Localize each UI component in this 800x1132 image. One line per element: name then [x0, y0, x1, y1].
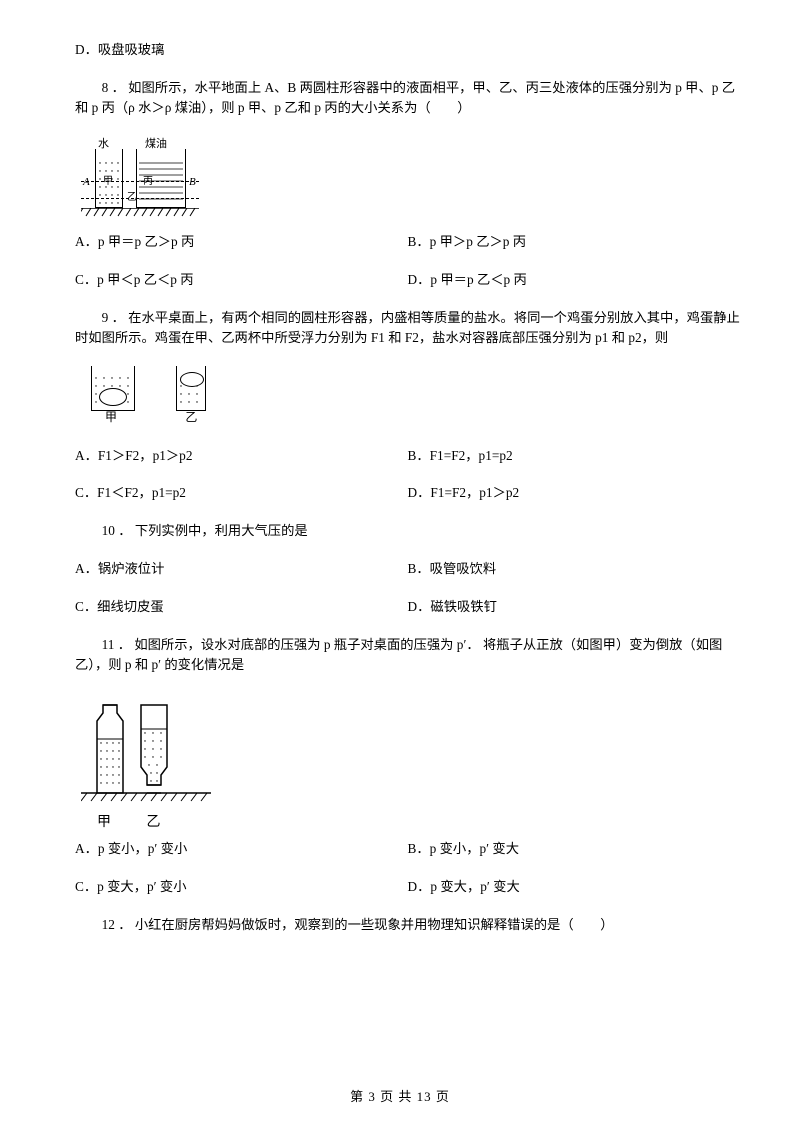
q11-bottles-svg	[81, 693, 211, 809]
q8-label-a: A	[83, 174, 90, 191]
q11-options-row2: C．p 变大，p′ 变小 D．p 变大，p′ 变大	[75, 877, 740, 897]
q7-option-d: D．吸盘吸玻璃	[75, 40, 740, 60]
q8-option-c: C．p 甲＜p 乙＜p 丙	[75, 270, 408, 290]
q8-ground-hatch	[81, 208, 199, 218]
q11-label-yi: 乙	[131, 812, 177, 833]
q9-cup1-label: 甲	[81, 408, 141, 426]
q9-egg1	[99, 388, 127, 406]
q10-options-row1: A．锅炉液位计 B．吸管吸饮料	[75, 559, 740, 579]
q8-dashline-top	[81, 181, 199, 182]
q9-options-row2: C．F1＜F2，p1=p2 D．F1=F2，p1＞p2	[75, 483, 740, 503]
q10-stem: 10 ． 下列实例中，利用大气压的是	[75, 521, 740, 541]
q10-options-row2: C．细线切皮蛋 D．磁铁吸铁钉	[75, 597, 740, 617]
q8-option-d: D．p 甲＝p 乙＜p 丙	[408, 270, 741, 290]
q9-option-d: D．F1=F2，p1＞p2	[408, 483, 741, 503]
q8-label-b: B	[189, 174, 196, 191]
q11-diagram: 甲 乙	[81, 693, 221, 833]
q9-cup-jia: 甲	[81, 366, 141, 426]
page-footer: 第 3 页 共 13 页	[0, 1087, 800, 1107]
q9-option-b: B．F1=F2，p1=p2	[408, 446, 741, 466]
q8-options-row1: A．p 甲＝p 乙＞p 丙 B．p 甲＞p 乙＞p 丙	[75, 232, 740, 252]
q8-option-b: B．p 甲＞p 乙＞p 丙	[408, 232, 741, 252]
exam-page: { "q7_optD": "D．吸盘吸玻璃", "q8": { "stem": …	[0, 0, 800, 1132]
q11-option-b: B．p 变小，p′ 变大	[408, 839, 741, 859]
q8-label-yi: 乙	[127, 190, 137, 205]
q11-option-a: A．p 变小，p′ 变小	[75, 839, 408, 859]
q9-stem: 9 ． 在水平桌面上，有两个相同的圆柱形容器，内盛相等质量的盐水。将同一个鸡蛋分…	[75, 308, 740, 348]
q9-option-a: A．F1＞F2，p1＞p2	[75, 446, 408, 466]
q10-option-a: A．锅炉液位计	[75, 559, 408, 579]
q10-option-b: B．吸管吸饮料	[408, 559, 741, 579]
q9-egg2	[180, 372, 204, 387]
q11-labels: 甲 乙	[81, 812, 221, 833]
q12-stem: 12 ． 小红在厨房帮妈妈做饭时，观察到的一些现象并用物理知识解释错误的是（ ）	[75, 915, 740, 935]
q11-label-jia: 甲	[81, 812, 127, 833]
q11-option-c: C．p 变大，p′ 变小	[75, 877, 408, 897]
q8-stem: 8 ． 如图所示，水平地面上 A、B 两圆柱形容器中的液面相平，甲、乙、丙三处液…	[75, 78, 740, 118]
q9-diagram: 甲 乙	[81, 366, 740, 432]
q11-stem: 11 ． 如图所示，设水对底部的压强为 p 瓶子对桌面的压强为 p′． 将瓶子从…	[75, 635, 740, 675]
q9-option-c: C．F1＜F2，p1=p2	[75, 483, 408, 503]
q11-options-row1: A．p 变小，p′ 变小 B．p 变小，p′ 变大	[75, 839, 740, 859]
q10-option-c: C．细线切皮蛋	[75, 597, 408, 617]
q11-option-d: D．p 变大，p′ 变大	[408, 877, 741, 897]
q8-option-a: A．p 甲＝p 乙＞p 丙	[75, 232, 408, 252]
q9-cup2-label: 乙	[166, 408, 216, 426]
q8-options-row2: C．p 甲＜p 乙＜p 丙 D．p 甲＝p 乙＜p 丙	[75, 270, 740, 290]
q8-diagram: 水 煤油	[81, 136, 199, 218]
q9-cup-yi: 乙	[166, 366, 216, 426]
q8-dashline-bot	[81, 198, 199, 199]
q9-options-row1: A．F1＞F2，p1＞p2 B．F1=F2，p1=p2	[75, 446, 740, 466]
q10-option-d: D．磁铁吸铁钉	[408, 597, 741, 617]
